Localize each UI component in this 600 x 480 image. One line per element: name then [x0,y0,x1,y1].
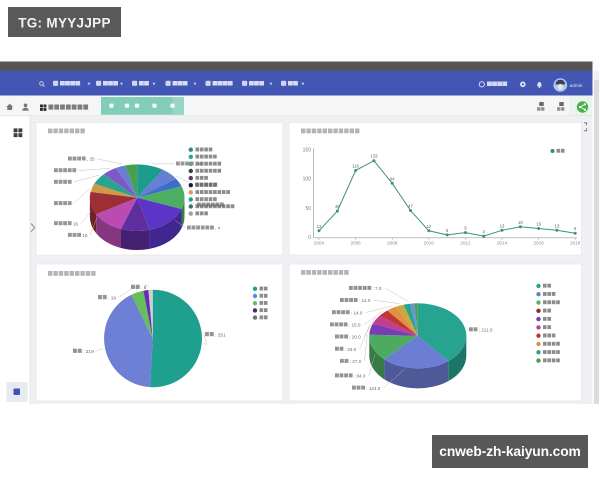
svg-text:2006: 2006 [350,240,361,245]
svg-text:133: 133 [370,154,378,159]
svg-text:: 219: : 219 [83,349,94,355]
svg-text:19: 19 [518,220,523,225]
svg-text:50: 50 [305,206,311,212]
svg-text:5: 5 [446,228,449,233]
svg-text:: 23.0: : 23.0 [345,347,357,352]
svg-text:9: 9 [464,226,467,231]
svg-text:: 15.0: : 15.0 [349,323,361,328]
svg-text:8: 8 [574,226,577,231]
svg-text:12: 12 [317,224,322,229]
svg-text:2010: 2010 [424,240,435,245]
svg-text:94: 94 [390,176,395,181]
svg-text:46: 46 [335,204,340,209]
svg-text:TG: MYYJJPP: TG: MYYJJPP [18,16,111,31]
svg-text:: 124.0: : 124.0 [366,386,380,391]
svg-text:: 20.0: : 20.0 [349,335,361,340]
svg-text:2012: 2012 [460,240,471,245]
svg-text:116: 116 [352,164,359,169]
svg-text:16: 16 [73,221,79,226]
svg-text:: 14.0: : 14.0 [351,310,363,315]
svg-text:13: 13 [555,223,560,228]
svg-text:13: 13 [500,223,505,228]
svg-text:: 19: : 19 [108,295,116,301]
svg-text:: 8: : 8 [141,285,147,291]
svg-text:cnweb-zh-kaiyun.com: cnweb-zh-kaiyun.com [439,444,580,459]
svg-text:: 27.0: : 27.0 [350,359,362,364]
svg-text:150: 150 [303,148,312,154]
svg-text:2014: 2014 [497,240,508,245]
svg-text:47: 47 [408,204,413,209]
svg-text:: 14.0: : 14.0 [359,298,371,303]
svg-text:2016: 2016 [533,240,544,245]
svg-text:, 25: , 25 [87,157,95,162]
svg-text:16: 16 [536,222,541,227]
svg-text:2004: 2004 [314,240,325,245]
svg-text:0: 0 [308,235,311,241]
svg-text:: 84.0: : 84.0 [354,374,366,379]
svg-text:2008: 2008 [387,240,398,245]
svg-text:: 211.0: : 211.0 [479,328,493,333]
svg-text:100: 100 [303,177,312,183]
svg-text:, 4: , 4 [215,226,221,231]
svg-text:: 251: : 251 [215,332,226,338]
svg-text:: 7.0: : 7.0 [373,286,382,291]
svg-text:12: 12 [426,224,431,229]
svg-text:10: 10 [82,233,88,238]
svg-text:3: 3 [483,229,486,234]
svg-text:admin: admin [570,83,583,89]
svg-text:2018: 2018 [570,240,581,245]
